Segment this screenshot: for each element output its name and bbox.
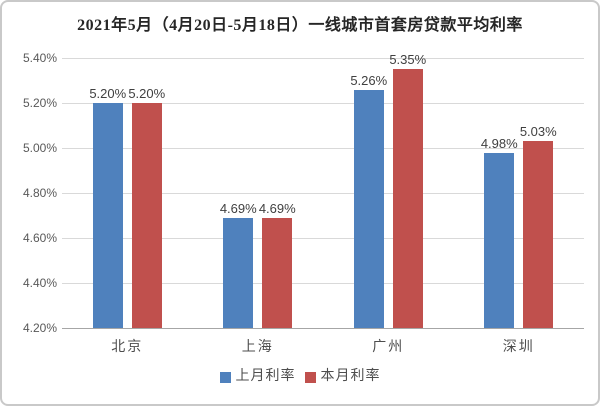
bar-group: 5.26% 5.35% [323,53,454,328]
y-axis-tick-label: 5.20% [22,96,57,110]
y-axis-tick-label: 5.40% [22,51,57,65]
bar-value-label: 4.69% [219,200,257,216]
x-axis-line [62,328,584,329]
y-axis-tick-label: 5.00% [22,141,57,155]
x-axis-label: 北京 [111,340,144,355]
bar[interactable]: 5.35% [389,53,426,328]
bar-value-label: 4.69% [258,200,296,216]
bar-groups: 5.20% 5.20% 4.69% 4.69% 5.26% 5.35% 4.98% 5.03% [62,53,585,328]
legend: 上月利率 本月利率 [2,370,598,384]
plot-area: 5.20% 5.20% 4.69% 4.69% 5.26% 5.35% 4.98% 5.03% [62,53,585,329]
x-axis: 北京 上海 广州 深圳 [62,336,584,356]
bar[interactable]: 4.98% [481,137,518,328]
bar[interactable]: 4.69% [220,202,257,328]
gridline [62,238,584,239]
x-axis-label: 广州 [372,340,405,355]
y-axis-tick-label: 4.40% [22,276,57,290]
bar-group: 5.20% 5.20% [62,58,193,328]
bar-group: 4.98% 5.03% [454,58,585,328]
bar-group: 4.69% 4.69% [193,58,324,328]
bar-value-label: 5.26% [350,72,388,88]
bar-value-label: 4.98% [480,135,518,151]
bar[interactable]: 4.69% [259,202,296,328]
gridline [62,148,584,149]
bar[interactable]: 5.20% [89,87,126,328]
bar[interactable]: 5.26% [350,74,387,328]
gridline [62,193,584,194]
bar-value-label: 5.20% [89,86,127,101]
legend-item[interactable]: 本月利率 [304,369,381,384]
x-axis-label: 上海 [241,340,274,355]
bar-value-label: 5.35% [389,52,427,68]
bar[interactable]: 5.03% [520,125,557,328]
bar-value-label: 5.03% [519,124,557,140]
gridline [62,58,584,59]
bar-value-label: 5.20% [128,86,166,101]
legend-item[interactable]: 上月利率 [219,369,296,384]
gridline [62,283,584,284]
y-axis-tick-label: 4.80% [22,186,57,200]
legend-label: 上月利率 [235,369,296,384]
legend-swatch-icon [219,371,231,383]
y-axis-tick-label: 4.20% [22,321,57,335]
legend-label: 本月利率 [320,369,381,384]
chart-title: 2021年5月（4月20日-5月18日）一线城市首套房贷款平均利率 [77,17,523,34]
x-axis-label: 深圳 [502,340,535,355]
legend-swatch-icon [304,371,316,383]
gridline [62,103,584,104]
y-axis-tick-label: 4.60% [22,231,57,245]
bar[interactable]: 5.20% [128,87,165,328]
